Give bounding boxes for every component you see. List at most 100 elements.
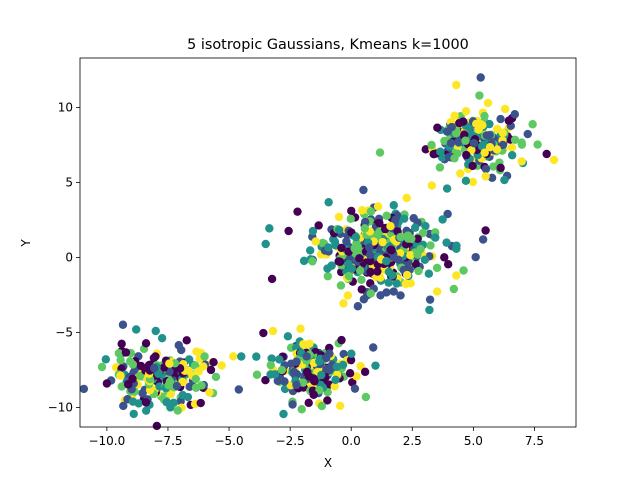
- data-point: [185, 382, 194, 391]
- data-point: [389, 287, 398, 296]
- y-axis: −10 −5 0 5 10: [48, 101, 80, 415]
- data-point: [384, 267, 394, 277]
- data-point: [459, 266, 468, 275]
- data-point: [348, 378, 357, 387]
- data-point: [169, 398, 178, 407]
- data-point: [321, 353, 331, 363]
- data-point: [323, 272, 333, 281]
- data-point: [387, 246, 396, 255]
- y-tick-label: −5: [55, 326, 73, 340]
- data-point: [298, 378, 308, 387]
- data-point: [366, 207, 376, 216]
- data-point: [325, 365, 334, 375]
- data-point: [229, 352, 238, 361]
- data-point: [205, 388, 214, 397]
- data-point: [378, 237, 387, 247]
- data-point: [323, 264, 332, 273]
- data-point: [182, 336, 191, 345]
- x-tick-label: 0.0: [342, 434, 361, 448]
- data-point: [347, 264, 357, 273]
- data-point: [426, 241, 435, 250]
- data-point: [371, 361, 380, 370]
- data-point: [132, 325, 141, 334]
- data-point: [305, 246, 315, 255]
- data-point: [421, 221, 430, 231]
- data-point: [451, 129, 461, 138]
- data-point: [507, 143, 517, 152]
- data-point: [507, 151, 517, 160]
- data-point: [504, 116, 514, 125]
- data-point: [166, 389, 176, 399]
- data-point: [498, 140, 508, 150]
- data-point: [299, 256, 309, 266]
- data-point: [478, 235, 488, 244]
- data-point: [480, 111, 489, 121]
- data-point: [461, 136, 470, 145]
- data-point: [315, 386, 324, 395]
- data-point: [476, 73, 485, 82]
- data-point: [79, 384, 89, 394]
- data-point: [517, 157, 526, 166]
- data-point: [141, 339, 151, 348]
- data-point: [366, 289, 375, 298]
- data-point: [510, 110, 520, 119]
- data-point: [347, 206, 356, 216]
- data-point: [481, 172, 490, 181]
- data-point: [409, 213, 418, 223]
- data-point: [102, 379, 112, 388]
- data-point: [200, 352, 209, 361]
- data-point: [330, 382, 339, 391]
- data-point: [259, 328, 268, 338]
- x-tick-label: 7.5: [525, 434, 544, 448]
- data-point: [406, 250, 415, 260]
- data-point: [308, 226, 318, 236]
- data-point: [382, 211, 391, 220]
- data-point: [277, 365, 287, 375]
- plot-frame: [79, 57, 577, 428]
- chart-title: 5 isotropic Gaussians, Kmeans k=1000: [187, 37, 469, 53]
- y-tick-label: −10: [48, 401, 73, 415]
- y-tick-label: 0: [65, 251, 73, 265]
- data-point: [496, 163, 505, 173]
- data-point: [317, 401, 327, 411]
- data-point: [361, 392, 371, 402]
- data-point: [443, 127, 452, 136]
- data-point: [318, 238, 327, 248]
- data-point: [359, 295, 369, 304]
- data-point: [452, 80, 461, 90]
- data-point: [452, 241, 461, 250]
- data-point: [209, 358, 218, 367]
- data-point: [331, 375, 340, 385]
- data-point: [355, 254, 364, 263]
- data-point: [129, 409, 138, 419]
- data-point: [117, 382, 126, 391]
- data-point: [252, 352, 261, 361]
- data-point: [435, 163, 445, 172]
- data-point: [114, 349, 124, 358]
- data-point: [346, 214, 355, 224]
- data-point: [261, 376, 270, 385]
- data-point: [315, 357, 324, 366]
- data-point: [376, 291, 385, 300]
- data-point: [165, 377, 175, 386]
- data-point: [366, 267, 375, 277]
- x-axis-label: X: [324, 456, 332, 470]
- data-point: [297, 405, 306, 414]
- data-point: [482, 131, 492, 140]
- data-point: [343, 291, 353, 300]
- data-point: [101, 355, 111, 364]
- data-point: [400, 214, 409, 223]
- data-point: [425, 295, 435, 304]
- data-point: [339, 299, 348, 308]
- data-point: [97, 362, 107, 372]
- data-point: [289, 367, 299, 377]
- data-point: [323, 396, 332, 405]
- data-point: [357, 285, 366, 294]
- data-point: [542, 149, 551, 159]
- data-point: [237, 352, 246, 361]
- data-point: [480, 148, 489, 157]
- data-point: [217, 361, 226, 370]
- data-point: [119, 401, 128, 411]
- data-point: [335, 257, 345, 267]
- data-point: [456, 169, 465, 178]
